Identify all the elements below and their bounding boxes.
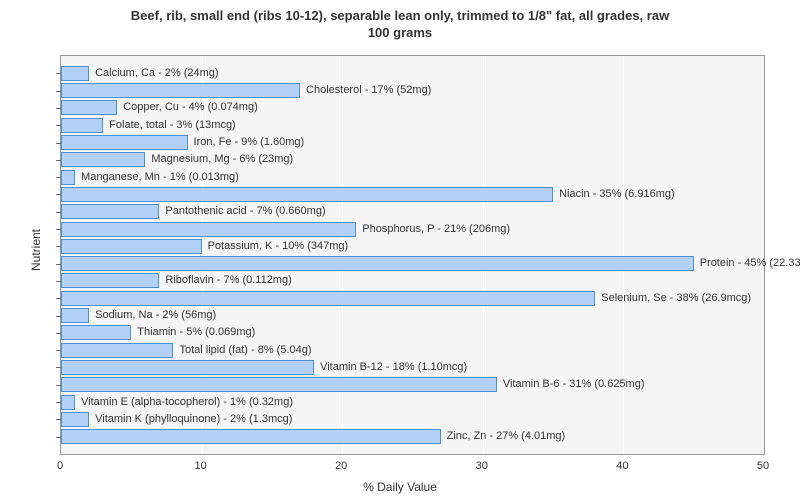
y-tick [56, 177, 61, 178]
y-tick [56, 281, 61, 282]
y-tick [56, 212, 61, 213]
bar-label: Copper, Cu - 4% (0.074mg) [123, 100, 258, 115]
x-tick-label: 40 [616, 460, 628, 472]
grid-line [623, 56, 624, 454]
bar-label: Thiamin - 5% (0.069mg) [137, 325, 255, 340]
x-tick-label: 30 [476, 460, 488, 472]
bar-label: Cholesterol - 17% (52mg) [306, 83, 431, 98]
bar-label: Zinc, Zn - 27% (4.01mg) [447, 429, 566, 444]
bar-label: Calcium, Ca - 2% (24mg) [95, 66, 218, 81]
bar [61, 222, 356, 237]
bar [61, 152, 145, 167]
bar [61, 395, 75, 410]
bar-label: Selenium, Se - 38% (26.9mcg) [601, 291, 751, 306]
bar-label: Vitamin B-12 - 18% (1.10mcg) [320, 360, 467, 375]
y-tick [56, 316, 61, 317]
bar [61, 100, 117, 115]
x-axis-label: % Daily Value [363, 480, 437, 494]
bar [61, 412, 89, 427]
chart-title-line1: Beef, rib, small end (ribs 10-12), separ… [131, 8, 669, 23]
bar-label: Phosphorus, P - 21% (206mg) [362, 222, 510, 237]
bar [61, 291, 595, 306]
bar [61, 118, 103, 133]
bar-label: Vitamin B-6 - 31% (0.625mg) [503, 377, 645, 392]
bar [61, 204, 159, 219]
bar-label: Vitamin E (alpha-tocopherol) - 1% (0.32m… [81, 395, 293, 410]
y-tick [56, 385, 61, 386]
bar-label: Vitamin K (phylloquinone) - 2% (1.3mcg) [95, 412, 292, 427]
grid-line [483, 56, 484, 454]
y-tick [56, 402, 61, 403]
x-tick-label: 0 [57, 460, 63, 472]
bar [61, 135, 188, 150]
bar [61, 170, 75, 185]
chart-title-line2: 100 grams [368, 25, 432, 40]
bar [61, 360, 314, 375]
y-tick [56, 367, 61, 368]
bar-label: Potassium, K - 10% (347mg) [208, 239, 349, 254]
y-tick [56, 73, 61, 74]
bar [61, 308, 89, 323]
y-tick [56, 125, 61, 126]
y-tick [56, 419, 61, 420]
bar [61, 187, 553, 202]
plot-area: Calcium, Ca - 2% (24mg) Cholesterol - 17%… [60, 55, 765, 455]
bar [61, 66, 89, 81]
y-tick [56, 143, 61, 144]
x-tick-label: 50 [757, 460, 769, 472]
x-tick-label: 10 [194, 460, 206, 472]
bar [61, 343, 173, 358]
chart-title: Beef, rib, small end (ribs 10-12), separ… [0, 0, 800, 42]
y-tick [56, 108, 61, 109]
y-tick [56, 91, 61, 92]
bar-label: Pantothenic acid - 7% (0.660mg) [165, 204, 325, 219]
y-tick [56, 229, 61, 230]
y-tick [56, 437, 61, 438]
y-tick [56, 264, 61, 265]
bar-label: Manganese, Mn - 1% (0.013mg) [81, 170, 239, 185]
bar [61, 273, 159, 288]
bar [61, 377, 497, 392]
y-tick [56, 160, 61, 161]
bar [61, 239, 202, 254]
y-tick [56, 333, 61, 334]
bar [61, 429, 441, 444]
nutrient-chart: Beef, rib, small end (ribs 10-12), separ… [0, 0, 800, 500]
y-tick [56, 298, 61, 299]
bar [61, 256, 694, 271]
y-axis-label: Nutrient [29, 229, 43, 271]
x-tick-label: 20 [335, 460, 347, 472]
bar-label: Protein - 45% (22.33g) [700, 256, 800, 271]
bar-label: Iron, Fe - 9% (1.60mg) [194, 135, 305, 150]
bar-label: Folate, total - 3% (13mcg) [109, 118, 236, 133]
y-tick [56, 194, 61, 195]
bar-label: Total lipid (fat) - 8% (5.04g) [179, 343, 311, 358]
bar-label: Magnesium, Mg - 6% (23mg) [151, 152, 293, 167]
grid-line [342, 56, 343, 454]
bar-label: Sodium, Na - 2% (56mg) [95, 308, 216, 323]
bar [61, 325, 131, 340]
bar-label: Niacin - 35% (6.916mg) [559, 187, 675, 202]
bar [61, 83, 300, 98]
y-tick [56, 246, 61, 247]
bar-label: Riboflavin - 7% (0.112mg) [165, 273, 291, 288]
y-tick [56, 350, 61, 351]
